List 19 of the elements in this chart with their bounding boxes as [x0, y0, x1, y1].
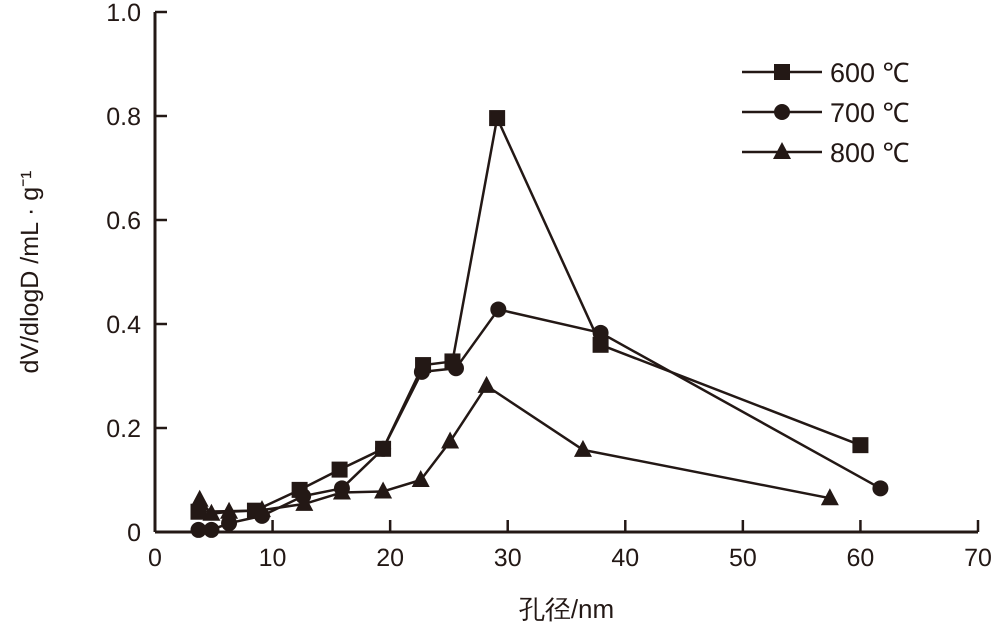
- y-tick-label: 0.8: [106, 103, 141, 131]
- y-tick-label: 0.2: [106, 415, 141, 443]
- x-tick-label: 40: [611, 544, 640, 572]
- y-tick-label: 0.6: [106, 207, 141, 235]
- x-tick-label: 30: [494, 544, 522, 572]
- legend-label: 700 ℃: [830, 98, 910, 128]
- x-tick-label: 0: [148, 544, 162, 572]
- y-tick-label: 0.4: [106, 311, 142, 339]
- x-tick-label: 70: [964, 544, 992, 572]
- x-tick-label: 10: [258, 544, 286, 572]
- x-tick-label: 50: [728, 544, 757, 572]
- x-tick-label: 60: [846, 544, 874, 572]
- x-axis-title: 孔径/nm: [518, 594, 614, 624]
- y-tick-label: 1.0: [106, 0, 141, 27]
- legend-label: 600 ℃: [830, 58, 910, 88]
- x-tick-label: 20: [376, 544, 404, 572]
- y-axis-title: dV/dlogD /mL · g⁻¹: [16, 170, 44, 374]
- legend-label: 800 ℃: [830, 138, 910, 168]
- y-tick-label: 0: [127, 519, 141, 547]
